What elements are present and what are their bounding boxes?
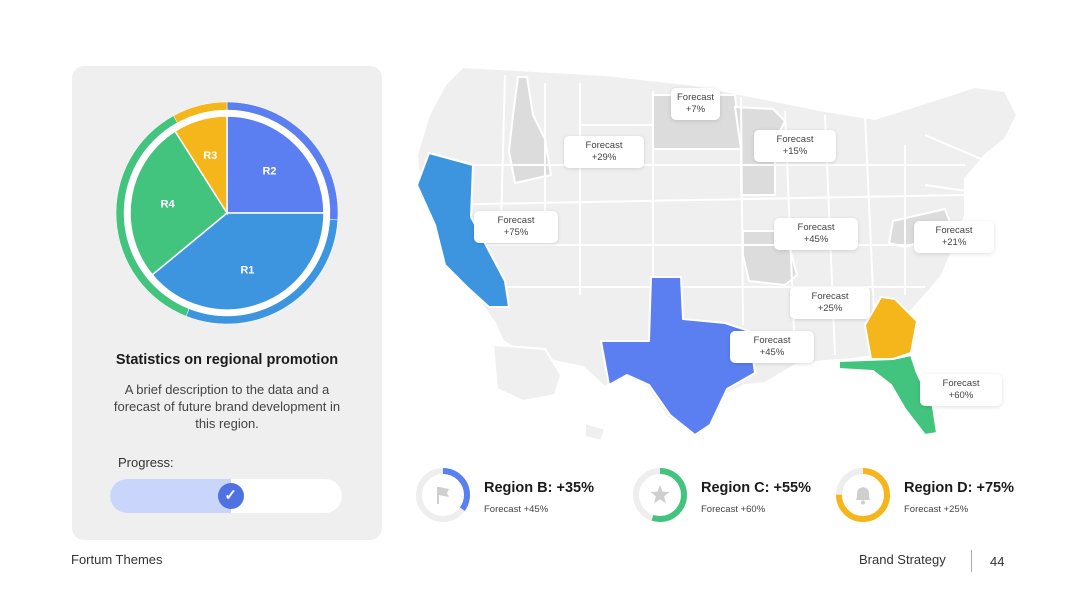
forecast-callout: Forecast +25% [790, 287, 870, 319]
forecast-callout: Forecast +45% [730, 331, 814, 363]
forecast-callout: Forecast +7% [671, 88, 720, 120]
region-b-title: Region B: +35% [484, 480, 594, 496]
progress-fill [110, 479, 231, 513]
region-d-forecast: Forecast +25% [904, 504, 969, 515]
star-icon [650, 485, 670, 504]
progress-bar[interactable]: ✓ [110, 479, 342, 513]
region-d-donut [836, 468, 890, 522]
check-icon[interactable]: ✓ [217, 483, 244, 509]
forecast-callout: Forecast +60% [920, 374, 1002, 406]
florida-state [838, 354, 938, 436]
texas-state [600, 276, 756, 436]
page-number: 44 [990, 554, 1005, 569]
pie-slice-r2 [226, 115, 325, 214]
card-description: A brief description to the data and a fo… [113, 382, 341, 431]
region-b-donut [416, 468, 470, 522]
forecast-callout: Forecast +29% [564, 136, 644, 168]
hawaii-state [584, 422, 606, 442]
slice-label-r1: R1 [240, 265, 254, 277]
donut-progress-arc [416, 468, 470, 522]
footer-brand: Fortum Themes [71, 552, 163, 567]
alaska-state [492, 344, 562, 402]
region-c-donut [633, 468, 687, 522]
region-b-forecast: Forecast +45% [484, 504, 549, 515]
donut-progress-arc [836, 468, 890, 522]
region-c-title: Region C: +55% [701, 480, 811, 496]
slice-label-r4: R4 [161, 199, 176, 211]
progress-label: Progress: [118, 455, 174, 470]
idaho-state [508, 76, 552, 184]
forecast-callout: Forecast +21% [914, 221, 994, 253]
pie-slice-r4 [129, 130, 228, 276]
slice-label-r2: R2 [262, 165, 276, 177]
region-c-forecast: Forecast +60% [701, 504, 766, 515]
bell-icon [856, 487, 870, 505]
footer-section: Brand Strategy [859, 552, 946, 567]
forecast-callout: Forecast +45% [774, 218, 858, 250]
card-title: Statistics on regional promotion [115, 352, 339, 368]
flag-icon [437, 487, 449, 504]
pie-slice-r1 [151, 212, 325, 311]
footer-divider [971, 550, 972, 572]
statistics-card: R2 R1 R4 R3 Statistics on regional promotio… [72, 66, 382, 540]
forecast-callout: Forecast +75% [474, 211, 558, 243]
california-state [416, 152, 510, 308]
slice-label-r3: R3 [203, 150, 217, 162]
forecast-callout: Forecast +15% [754, 130, 836, 162]
region-d-title: Region D: +75% [904, 480, 1014, 496]
pie-slice-r3 [173, 115, 228, 216]
regional-pie-chart: R2 R1 R4 R3 [115, 101, 339, 325]
pie-chart-svg: R2 R1 R4 R3 [115, 101, 339, 325]
donut-progress-arc [633, 468, 687, 522]
